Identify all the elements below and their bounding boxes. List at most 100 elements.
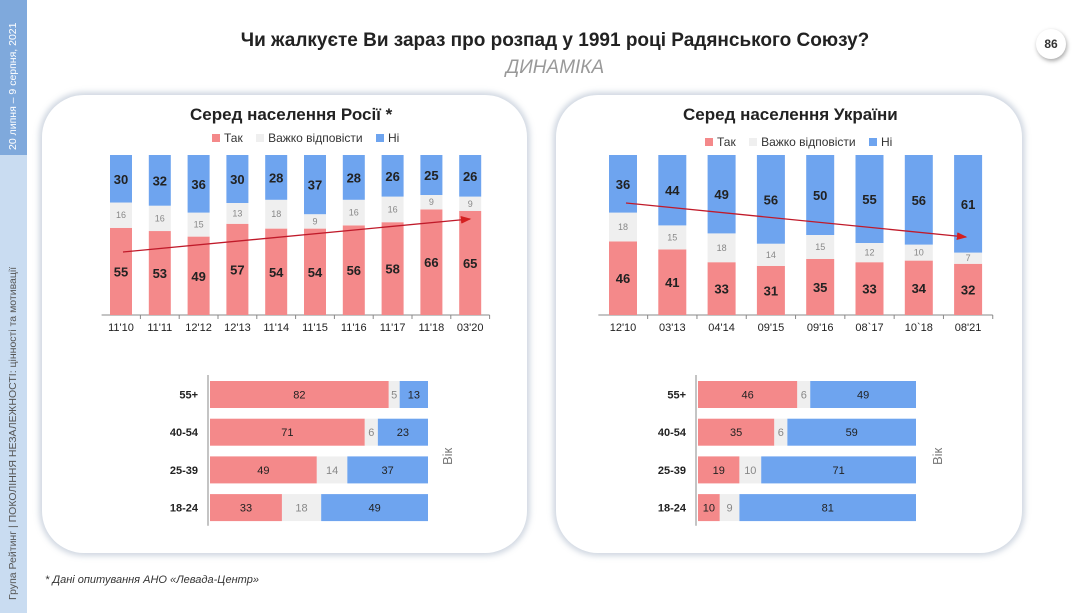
data-label: 6 (368, 427, 374, 439)
bar-yes (420, 209, 443, 315)
bar-yes (609, 241, 637, 315)
bar-no (756, 155, 785, 244)
category-label: 55+ (179, 390, 198, 402)
x-tick-label: 03'20 (457, 322, 484, 334)
data-label: 18 (717, 243, 727, 253)
data-label: 71 (281, 427, 293, 439)
data-label: 57 (230, 262, 244, 277)
page-number: 86 (1036, 29, 1066, 59)
bar-hard (420, 195, 443, 210)
bar-no (110, 155, 132, 203)
bar-yes (226, 223, 249, 315)
hbar-no (739, 494, 916, 522)
data-label: 16 (116, 210, 126, 220)
data-label: 14 (766, 250, 776, 260)
bar-yes (187, 236, 210, 315)
data-label: 16 (349, 208, 359, 218)
category-label: 18-24 (658, 503, 687, 515)
data-label: 49 (368, 503, 380, 515)
hbar-no (761, 456, 916, 484)
data-label: 6 (778, 427, 784, 439)
bar-no (226, 155, 249, 203)
x-tick-label: 12'12 (185, 322, 212, 334)
data-label: 26 (463, 169, 477, 184)
x-tick-label: 11'14 (263, 322, 289, 334)
data-label: 30 (114, 172, 128, 187)
data-label: 33 (240, 503, 252, 515)
legend-yes: Так (717, 135, 736, 149)
legend-no: Ні (387, 131, 400, 145)
bar-hard (148, 205, 171, 232)
hbar-hard (388, 381, 400, 408)
hbar-hard (316, 456, 348, 484)
bar-hard (904, 244, 933, 261)
data-label: 18 (271, 209, 281, 219)
bar-hard (609, 212, 637, 242)
data-label: 33 (714, 282, 728, 297)
hbar-yes (210, 456, 317, 484)
hbar-yes (698, 418, 775, 446)
data-label: 15 (815, 242, 825, 252)
sidebar-date-band (0, 0, 27, 155)
data-label: 6 (801, 390, 807, 402)
x-tick-label: 11'16 (341, 322, 367, 334)
data-label: 66 (424, 255, 438, 270)
data-label: 49 (257, 465, 269, 477)
data-label: 10 (703, 503, 715, 515)
bar-no (459, 155, 482, 197)
x-tick-label: 08'21 (955, 322, 982, 334)
page-subtitle: ДИНАМІКА (505, 57, 605, 78)
hbar-hard (774, 418, 788, 446)
data-label: 55 (862, 192, 876, 207)
bar-hard (265, 199, 288, 229)
x-tick-label: 10`18 (905, 322, 933, 334)
data-label: 25 (424, 168, 438, 183)
data-label: 13 (232, 208, 242, 218)
x-tick-label: 09'15 (758, 322, 785, 334)
x-tick-label: 09'16 (807, 322, 834, 334)
bar-hard (110, 202, 132, 228)
data-label: 28 (269, 170, 283, 185)
data-label: 19 (713, 465, 725, 477)
data-label: 35 (813, 280, 827, 295)
data-label: 49 (857, 390, 869, 402)
data-label: 54 (269, 265, 284, 280)
hbar-hard (364, 418, 378, 446)
hbar-yes (698, 381, 798, 408)
data-label: 61 (961, 197, 975, 212)
data-label: 65 (463, 256, 477, 271)
page-title: Чи жалкуєте Ви зараз про розпад у 1991 р… (240, 30, 870, 51)
bar-hard (954, 252, 983, 264)
axis-label-age: Вік (930, 447, 945, 465)
category-label: 18-24 (170, 503, 199, 515)
x-tick-label: 11'11 (147, 322, 172, 334)
data-label: 55 (114, 264, 128, 279)
legend-hard: Важко відповісти (268, 131, 363, 145)
hbar-yes (698, 456, 740, 484)
data-label: 33 (862, 282, 876, 297)
x-tick-label: 03'13 (659, 322, 686, 334)
x-tick-label: 08`17 (855, 322, 883, 334)
data-label: 35 (730, 427, 742, 439)
bar-hard (226, 203, 249, 224)
bar-no (707, 155, 736, 234)
bar-no (342, 155, 365, 200)
bar-yes (658, 249, 687, 315)
category-label: 55+ (667, 390, 686, 402)
trend-arrow (625, 202, 968, 240)
data-label: 71 (832, 465, 844, 477)
data-label: 13 (408, 390, 420, 402)
legend-swatch-hard (256, 134, 265, 142)
hbar-hard (719, 494, 740, 522)
bar-yes (904, 260, 933, 315)
category-label: 40-54 (170, 427, 199, 439)
hbar-yes (210, 418, 365, 446)
x-tick-label: 12'13 (224, 322, 251, 334)
bar-no (187, 155, 210, 213)
bar-hard (304, 214, 326, 229)
data-label: 53 (153, 266, 167, 281)
trend-arrow (122, 215, 472, 253)
data-label: 28 (347, 170, 361, 185)
legend-swatch-yes (212, 134, 220, 142)
data-label: 46 (742, 390, 754, 402)
